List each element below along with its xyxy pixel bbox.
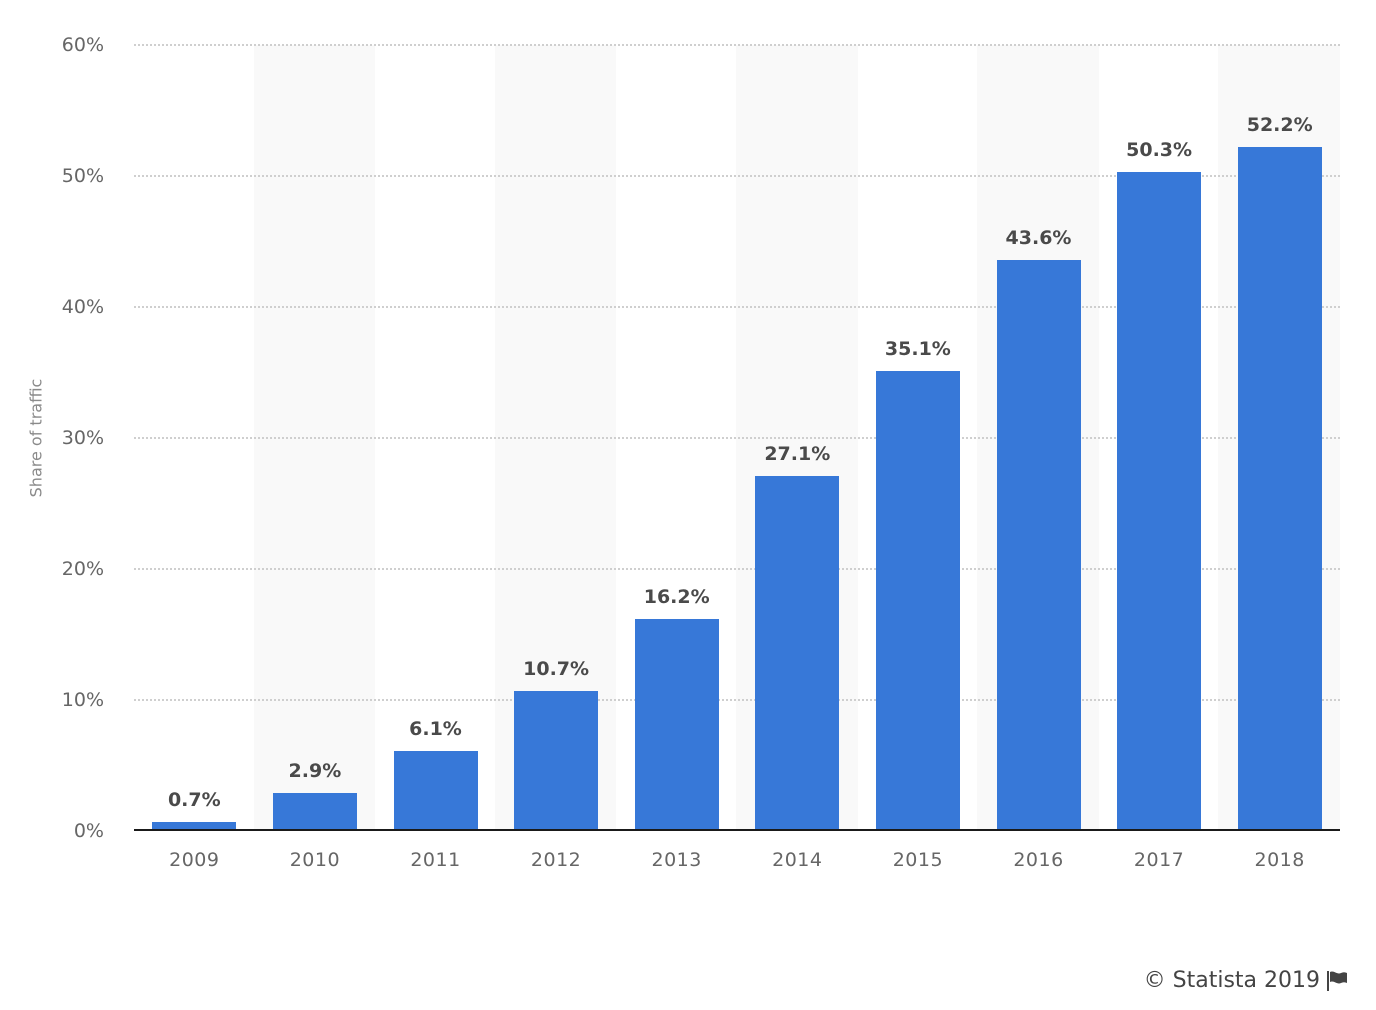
bar-2011[interactable] [393,751,478,831]
y-tick-label: 60% [61,34,104,56]
x-tick-label: 2009 [169,849,220,871]
y-tick-label: 10% [61,689,104,711]
data-label: 50.3% [1126,139,1193,162]
flag-icon[interactable] [1326,970,1348,992]
gridline [134,437,1340,439]
bar-2014[interactable] [755,475,840,831]
bar-2017[interactable] [1117,172,1202,831]
y-axis-label: Share of traffic [26,378,46,498]
x-tick-label: 2011 [410,849,461,871]
x-axis-line [134,829,1340,831]
data-label: 16.2% [643,585,710,608]
x-tick-label: 2014 [772,849,823,871]
bar-2016[interactable] [996,259,1081,831]
data-label: 10.7% [523,657,590,680]
x-tick-label: 2016 [1013,849,1064,871]
x-tick-label: 2015 [892,849,944,871]
data-label: 6.1% [409,718,462,741]
gridline [134,175,1340,177]
credit-text: © Statista 2019 [1143,968,1320,993]
x-tick-label: 2017 [1133,849,1185,871]
gridline [134,568,1340,570]
bar-2018[interactable] [1237,147,1322,831]
bar-2009[interactable] [152,821,237,831]
gridline [134,699,1340,701]
bar-2010[interactable] [272,793,357,831]
data-label: 52.2% [1246,114,1313,137]
y-tick-label: 20% [61,558,104,580]
x-tick-label: 2012 [530,849,582,871]
data-label: 2.9% [288,760,342,782]
data-label: 35.1% [884,338,951,361]
statista-credit[interactable]: © Statista 2019 [1144,968,1348,993]
gridline [134,44,1340,46]
bar-2013[interactable] [634,618,719,831]
bar-2015[interactable] [875,371,960,831]
x-tick-label: 2013 [651,849,702,871]
y-tick-label: 50% [61,165,104,187]
y-tick-label: 40% [61,296,104,318]
data-label: 43.6% [1005,226,1072,249]
x-tick-label: 2010 [289,849,341,871]
data-label: 27.1% [764,442,831,465]
bar-2012[interactable] [514,690,599,831]
y-tick-label: 0% [73,820,104,842]
gridline [134,306,1340,308]
data-label: 0.7% [167,788,221,811]
x-tick-label: 2018 [1254,849,1305,871]
y-tick-label: 30% [61,427,104,449]
